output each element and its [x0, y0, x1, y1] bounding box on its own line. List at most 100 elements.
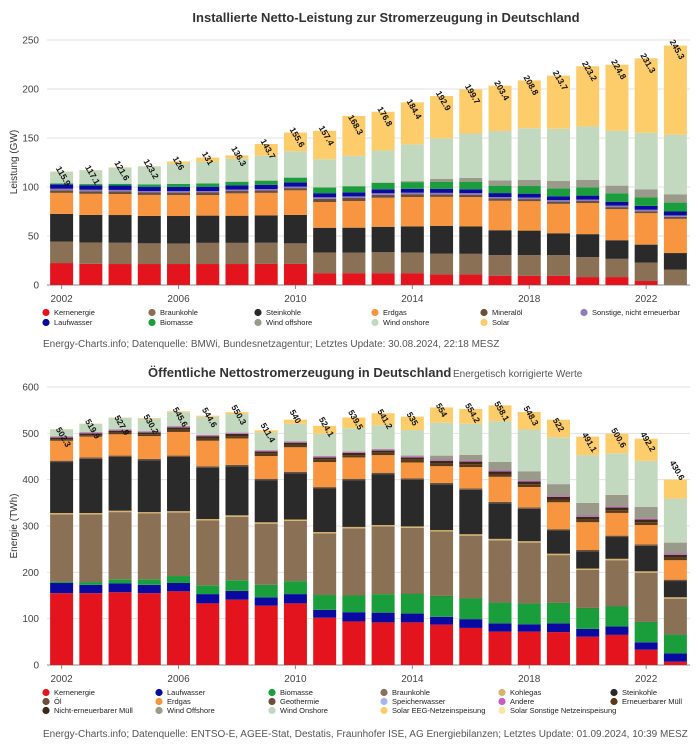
bar-segment[interactable] [313, 273, 336, 285]
bar-segment[interactable] [459, 628, 482, 665]
bar-segment[interactable] [284, 445, 307, 447]
bar-segment[interactable] [284, 190, 307, 215]
bar-segment[interactable] [635, 546, 658, 571]
bar-segment[interactable] [430, 193, 453, 194]
bar-segment[interactable] [225, 517, 248, 580]
bar-segment[interactable] [459, 462, 482, 465]
bar-segment[interactable] [50, 582, 73, 583]
legend-item[interactable]: Erdgas [371, 308, 407, 317]
bar-segment[interactable] [138, 512, 161, 513]
bar-segment[interactable] [547, 202, 570, 204]
bar-segment[interactable] [372, 183, 395, 189]
bar-segment[interactable] [372, 198, 395, 227]
bar-segment[interactable] [576, 187, 599, 195]
bar-segment[interactable] [547, 502, 570, 529]
bar-segment[interactable] [372, 450, 395, 452]
bar-segment[interactable] [255, 215, 278, 242]
bar-segment[interactable] [518, 255, 541, 276]
bar-segment[interactable] [459, 424, 482, 455]
bar-segment[interactable] [635, 211, 658, 213]
bar-segment[interactable] [576, 522, 599, 550]
bar-segment[interactable] [196, 216, 219, 243]
bar-segment[interactable] [605, 209, 628, 240]
bar-segment[interactable] [372, 474, 395, 525]
bar-segment[interactable] [138, 436, 161, 459]
bar-segment[interactable] [518, 484, 541, 487]
bar-segment[interactable] [605, 559, 628, 560]
bar-segment[interactable] [547, 531, 570, 554]
bar-segment[interactable] [50, 513, 73, 514]
bar-segment[interactable] [459, 274, 482, 285]
bar-segment[interactable] [342, 273, 365, 285]
bar-segment[interactable] [372, 273, 395, 285]
bar-segment[interactable] [576, 515, 599, 516]
bar-segment[interactable] [664, 580, 687, 581]
bar-segment[interactable] [430, 596, 453, 617]
bar-segment[interactable] [50, 189, 73, 190]
bar-segment[interactable] [50, 593, 73, 665]
legend-item[interactable]: Braunkohle [148, 308, 198, 317]
bar-segment[interactable] [518, 603, 541, 624]
bar-segment[interactable] [196, 436, 219, 438]
bar-segment[interactable] [109, 457, 132, 511]
bar-segment[interactable] [109, 243, 132, 264]
bar-segment[interactable] [489, 477, 512, 502]
legend-item[interactable]: Biomasse [148, 318, 193, 327]
bar-segment[interactable] [342, 196, 365, 198]
bar-segment[interactable] [401, 273, 424, 285]
bar-segment[interactable] [79, 190, 102, 191]
bar-segment[interactable] [196, 519, 219, 520]
bar-segment[interactable] [138, 264, 161, 285]
bar-segment[interactable] [635, 213, 658, 244]
bar-segment[interactable] [576, 503, 599, 516]
bar-segment[interactable] [284, 520, 307, 521]
bar-segment[interactable] [576, 629, 599, 637]
bar-segment[interactable] [547, 255, 570, 276]
legend-item[interactable]: Laufwasser [42, 318, 92, 327]
bar-segment[interactable] [167, 513, 190, 576]
bar-segment[interactable] [489, 502, 512, 503]
legend-item[interactable]: Braunkohle [380, 688, 430, 697]
bar-segment[interactable] [372, 449, 395, 450]
bar-segment[interactable] [167, 216, 190, 243]
bar-segment[interactable] [430, 194, 453, 197]
bar-segment[interactable] [459, 455, 482, 461]
bar-segment[interactable] [342, 201, 365, 228]
bar-segment[interactable] [518, 471, 541, 480]
bar-segment[interactable] [547, 204, 570, 233]
bar-segment[interactable] [225, 600, 248, 665]
legend-item[interactable]: Solar EEG-Netzeinspeisung [380, 706, 485, 715]
bar-segment[interactable] [576, 569, 599, 570]
bar-segment[interactable] [576, 180, 599, 188]
bar-segment[interactable] [109, 434, 132, 455]
bar-segment[interactable] [225, 438, 248, 464]
bar-segment[interactable] [50, 514, 73, 581]
bar-segment[interactable] [547, 496, 570, 497]
bar-segment[interactable] [167, 426, 190, 427]
bar-segment[interactable] [225, 580, 248, 591]
bar-segment[interactable] [167, 432, 190, 456]
bar-segment[interactable] [342, 428, 365, 451]
bar-segment[interactable] [430, 617, 453, 625]
bar-segment[interactable] [79, 264, 102, 285]
bar-segment[interactable] [576, 570, 599, 608]
bar-segment[interactable] [313, 487, 336, 488]
bar-segment[interactable] [167, 191, 190, 192]
bar-segment[interactable] [664, 194, 687, 202]
bar-segment[interactable] [605, 240, 628, 259]
bar-segment[interactable] [342, 228, 365, 253]
bar-segment[interactable] [342, 192, 365, 196]
bar-segment[interactable] [576, 257, 599, 277]
bar-segment[interactable] [489, 470, 512, 471]
bar-segment[interactable] [518, 231, 541, 256]
bar-segment[interactable] [605, 510, 628, 513]
bar-segment[interactable] [138, 459, 161, 460]
bar-segment[interactable] [459, 464, 482, 467]
bar-segment[interactable] [459, 226, 482, 253]
bar-segment[interactable] [255, 189, 278, 190]
bar-segment[interactable] [547, 497, 570, 500]
bar-segment[interactable] [635, 133, 658, 190]
bar-segment[interactable] [109, 583, 132, 592]
bar-segment[interactable] [664, 560, 687, 579]
bar-segment[interactable] [372, 613, 395, 623]
